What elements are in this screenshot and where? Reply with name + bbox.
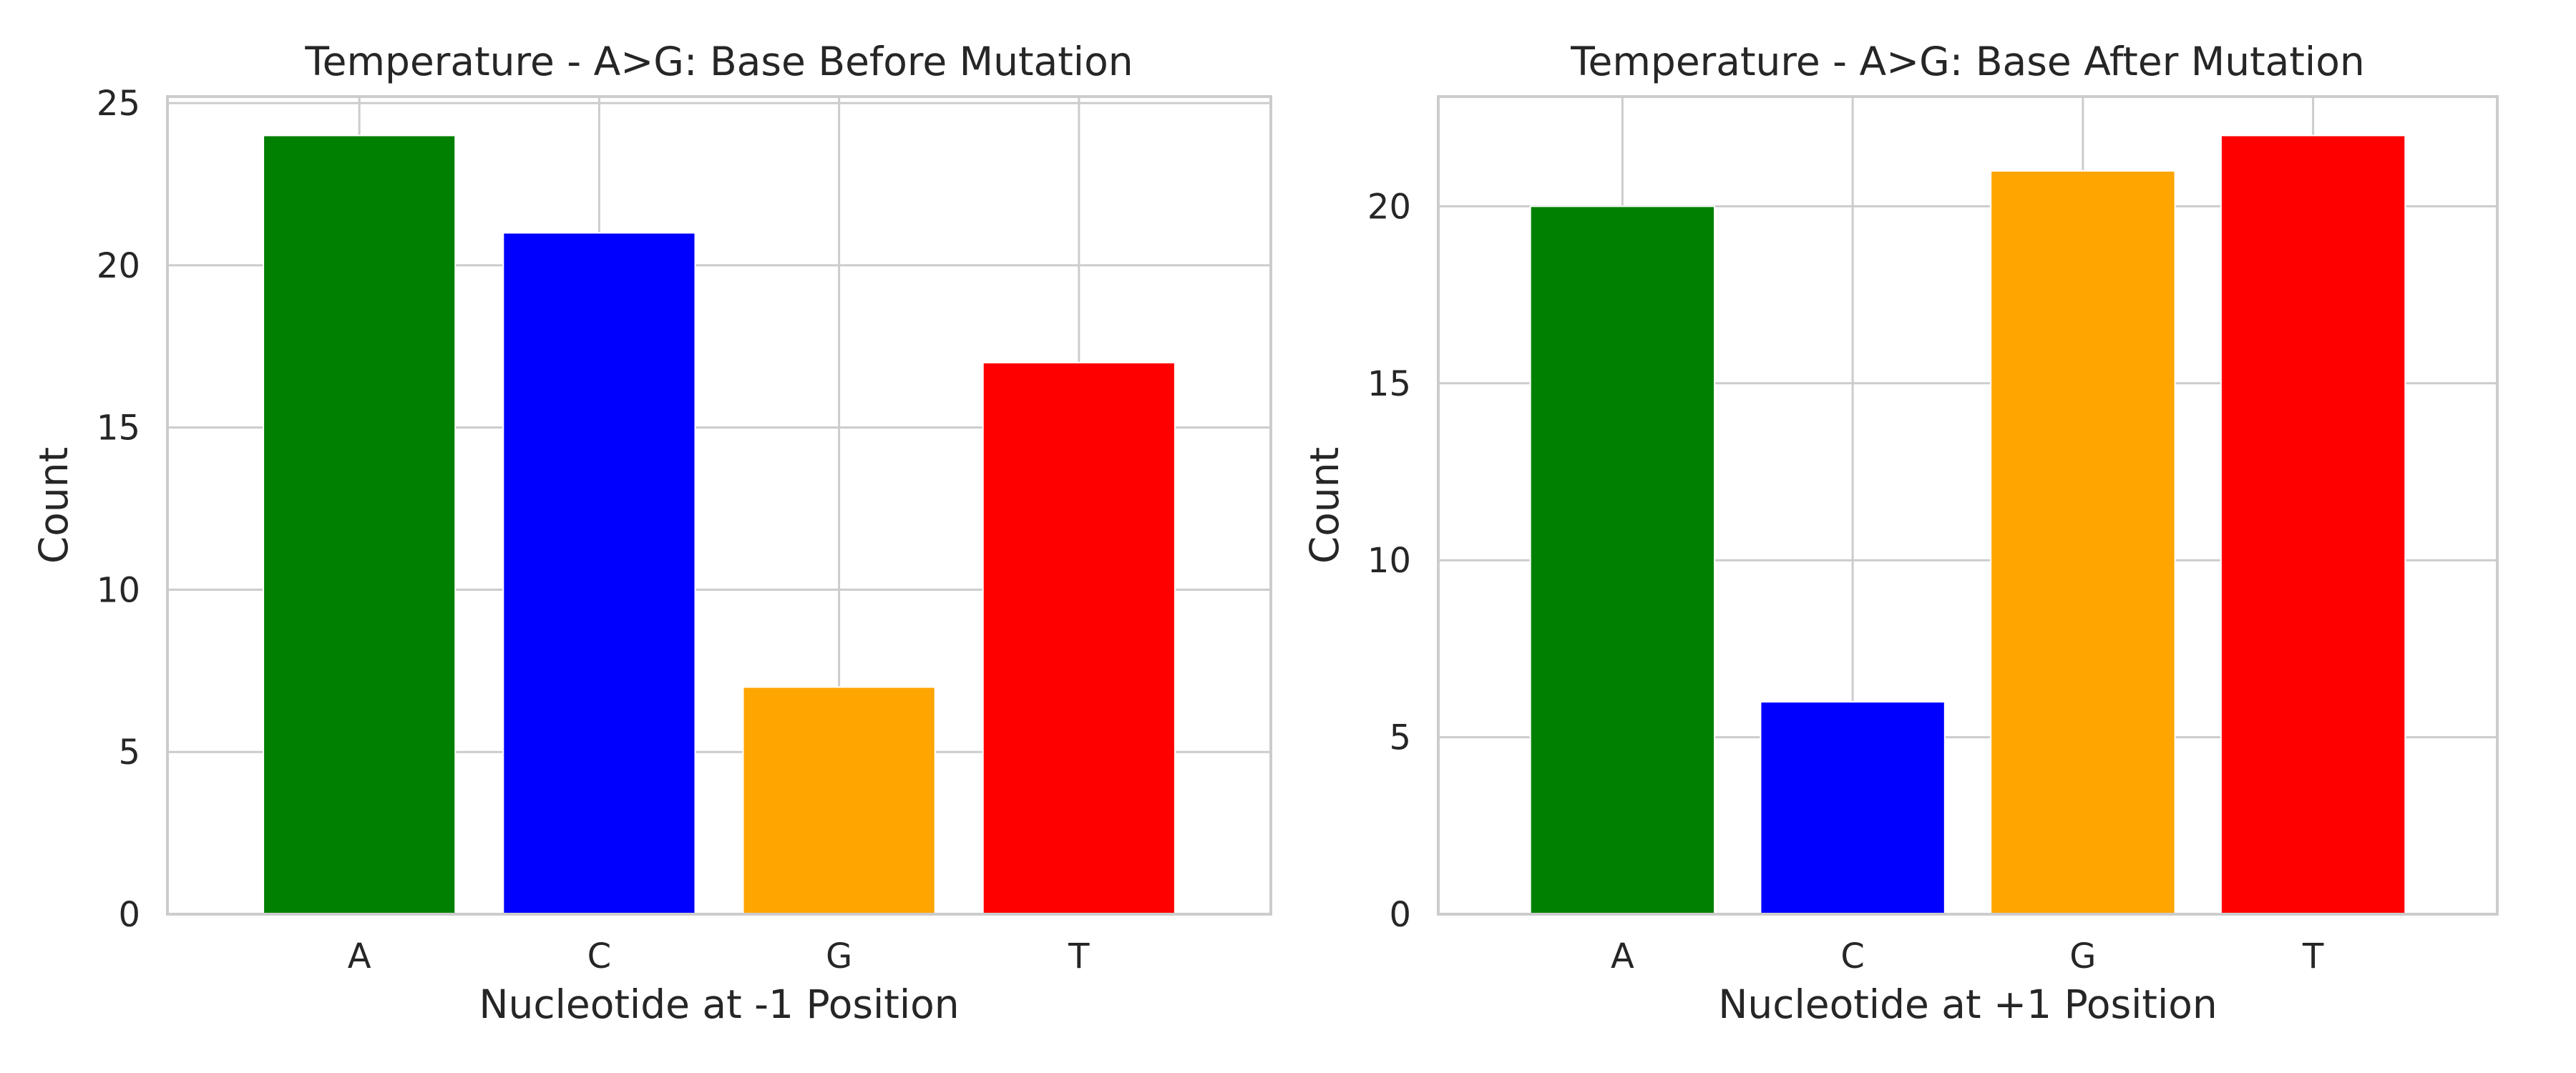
chart-panel-after: 0 5 10 15 20 A C G T Temperature - A>G: Base Af… bbox=[1302, 39, 2499, 1027]
bar-T bbox=[2220, 134, 2406, 915]
x-tick-label: G bbox=[2069, 936, 2096, 976]
y-tick-label: 0 bbox=[1389, 895, 1411, 935]
chart-title: Temperature - A>G: Base Before Mutation bbox=[304, 39, 1133, 84]
bar-C bbox=[502, 232, 696, 915]
x-tick-label: T bbox=[1068, 936, 1090, 976]
y-tick-label: 25 bbox=[97, 84, 140, 124]
chart-title: Temperature - A>G: Base After Mutation bbox=[1570, 39, 2364, 84]
x-axis-label: Nucleotide at +1 Position bbox=[1718, 981, 2218, 1027]
plot-frame bbox=[166, 95, 1272, 916]
y-tick-label: 10 bbox=[1367, 541, 1411, 581]
y-tick-label: 0 bbox=[118, 895, 140, 935]
plot-frame bbox=[1437, 95, 2499, 916]
bar-G bbox=[1990, 170, 2176, 916]
x-tick-label: T bbox=[2302, 936, 2324, 976]
y-tick-label: 5 bbox=[118, 733, 140, 773]
bar-G bbox=[742, 686, 936, 915]
bars bbox=[1529, 134, 2406, 916]
x-tick-label: C bbox=[587, 936, 612, 976]
chart-panel-before: 0 5 10 15 20 25 A C G T Temperature - A>G: Base … bbox=[31, 39, 1272, 1027]
y-tick-label: 20 bbox=[1367, 187, 1411, 227]
y-tick-label: 10 bbox=[97, 570, 140, 610]
y-axis-label: Count bbox=[31, 447, 77, 564]
y-tick-label: 20 bbox=[97, 246, 140, 286]
bar-T bbox=[982, 361, 1176, 915]
x-tick-label: A bbox=[1611, 936, 1634, 976]
bars bbox=[263, 134, 1176, 915]
y-tick-label: 5 bbox=[1389, 718, 1411, 758]
bar-C bbox=[1760, 701, 1946, 915]
bar-A bbox=[1529, 205, 1716, 916]
y-axis-label: Count bbox=[1302, 447, 1347, 564]
y-tick-labels: 0 5 10 15 20 25 bbox=[97, 84, 140, 935]
y-tick-label: 15 bbox=[97, 408, 140, 449]
y-tick-labels: 0 5 10 15 20 bbox=[1367, 187, 1411, 935]
y-tick-label: 15 bbox=[1367, 364, 1411, 404]
x-tick-label: C bbox=[1840, 936, 1865, 976]
x-tick-label: A bbox=[348, 936, 371, 976]
x-tick-label: G bbox=[826, 936, 852, 976]
bar-A bbox=[263, 134, 457, 915]
x-axis-label: Nucleotide at -1 Position bbox=[479, 981, 959, 1027]
